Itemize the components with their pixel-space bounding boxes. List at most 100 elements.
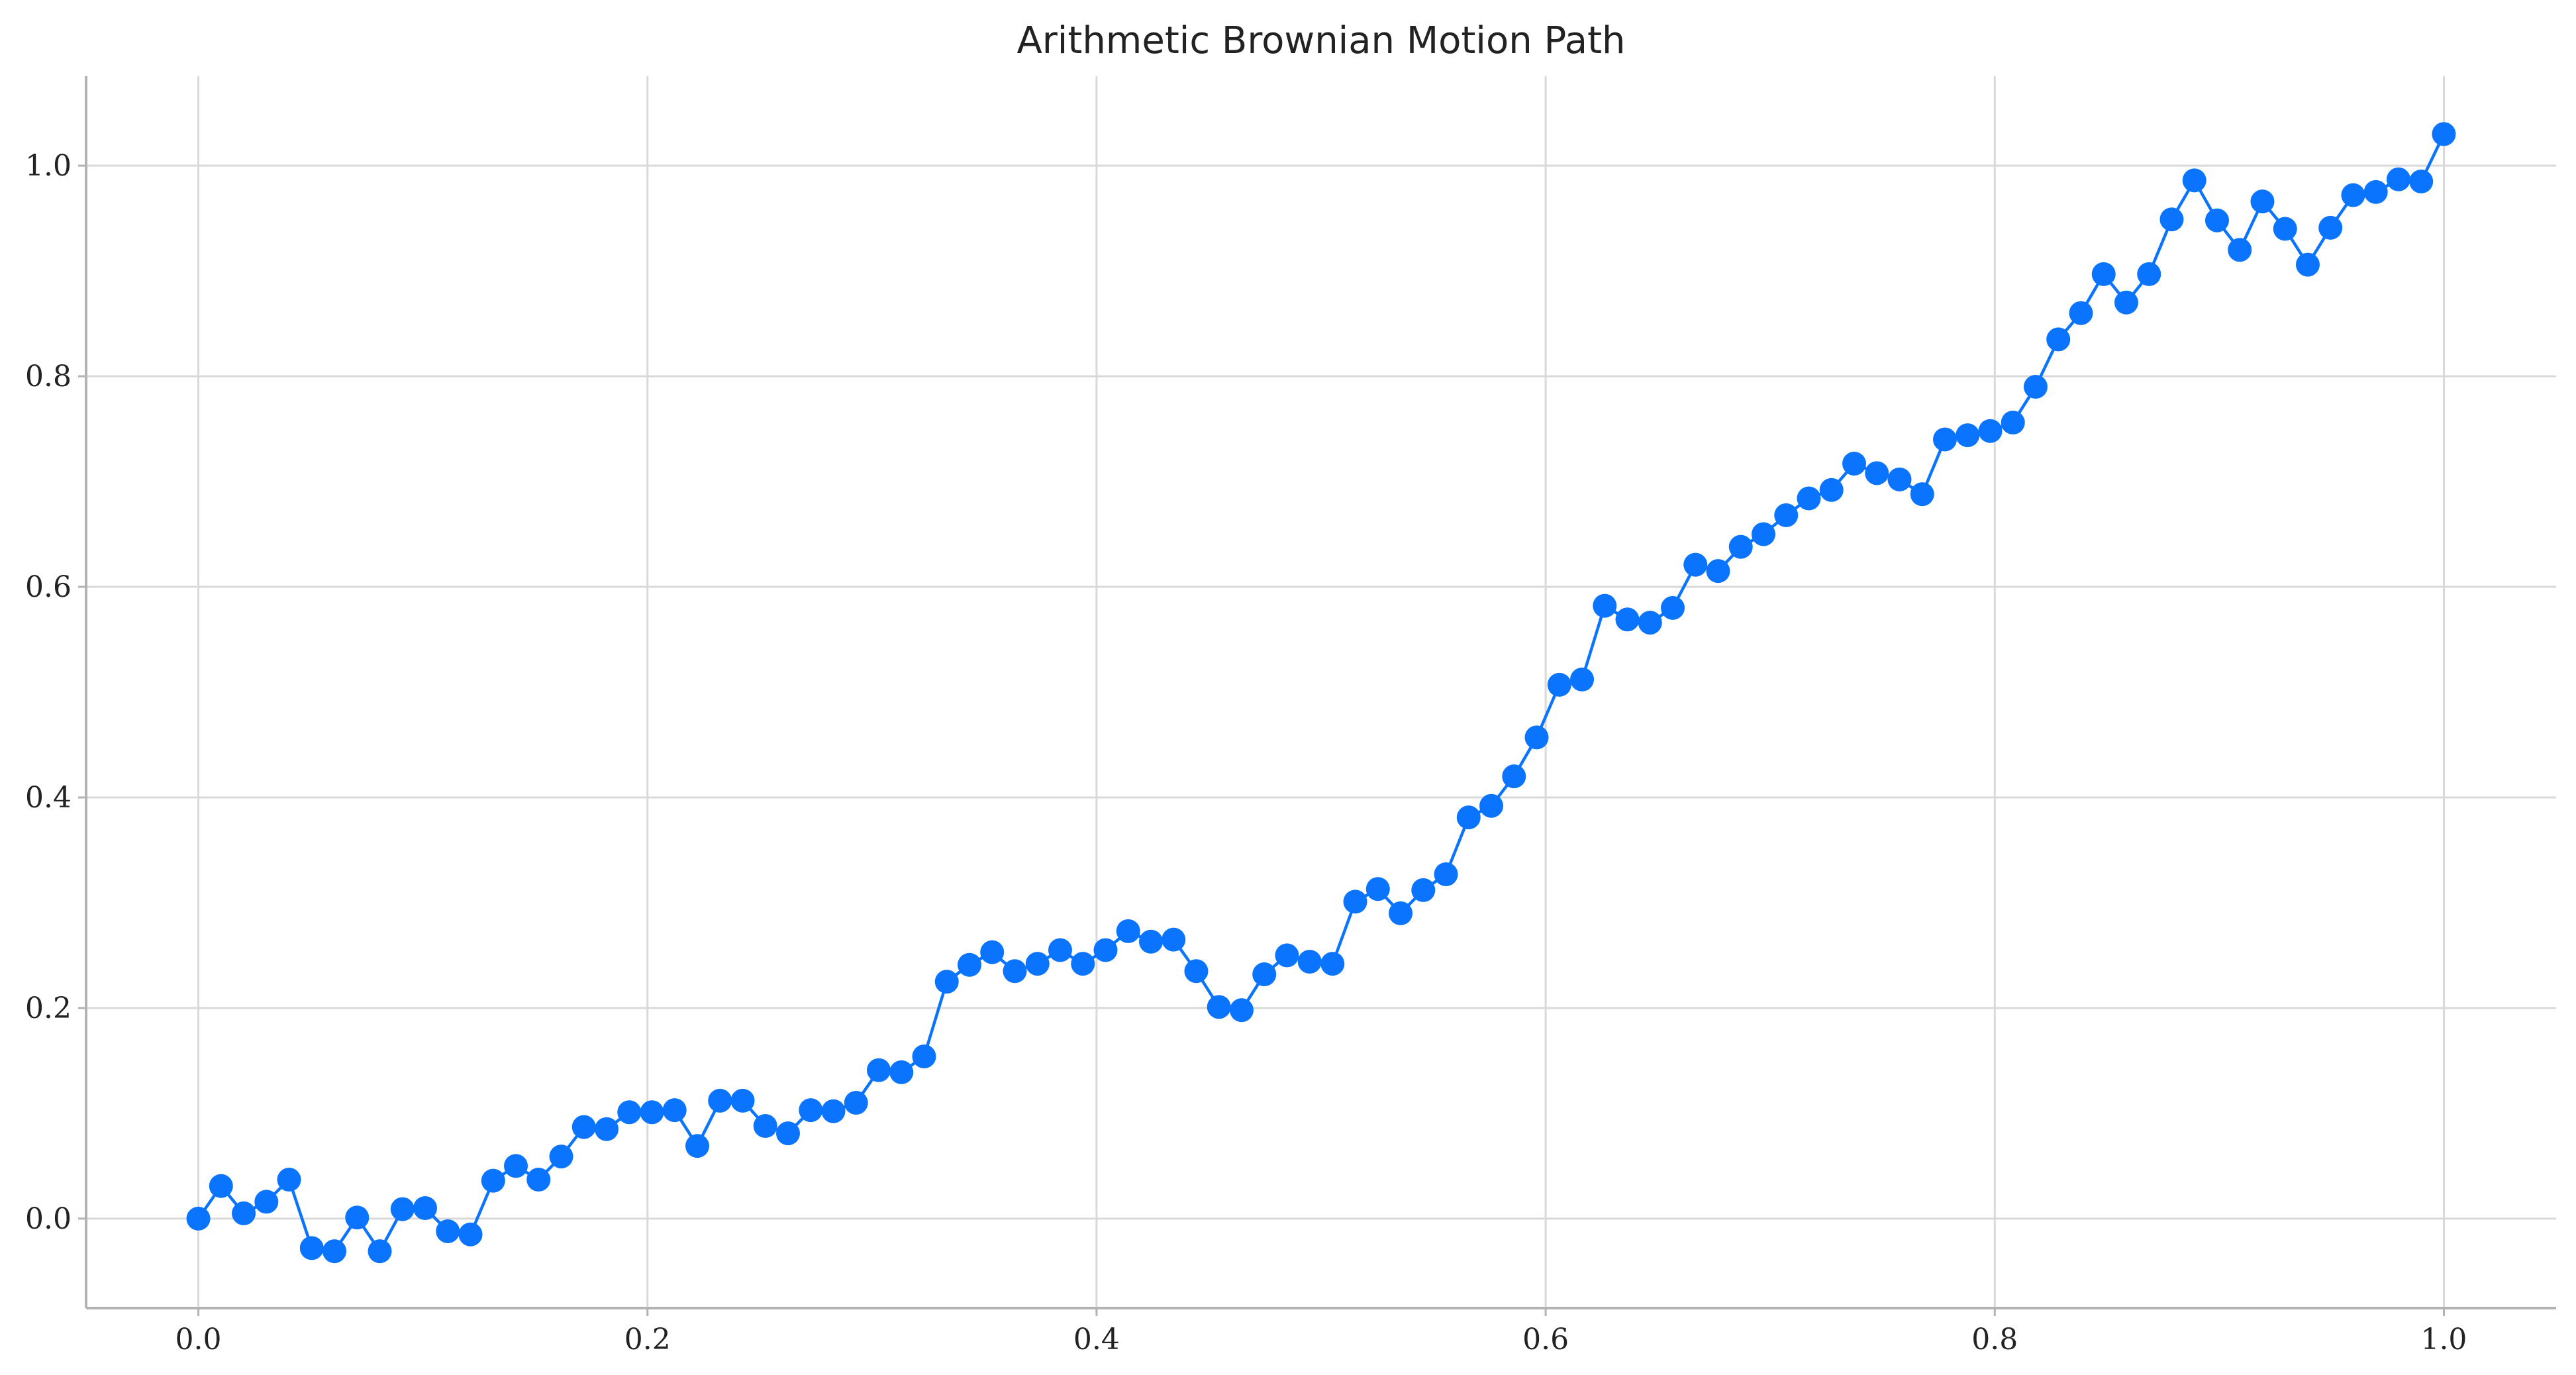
- data-point: [368, 1239, 392, 1264]
- data-point: [1978, 419, 2003, 443]
- x-axis-ticks: 0.0 0.2 0.4 0.6 0.8 1.0: [175, 1308, 2467, 1356]
- data-point: [980, 940, 1005, 964]
- data-point: [2137, 262, 2161, 286]
- data-point: [708, 1088, 732, 1113]
- data-point: [595, 1117, 619, 1141]
- data-point: [1252, 962, 1277, 987]
- data-point: [1071, 952, 1095, 976]
- data-point: [1728, 535, 1753, 559]
- data-point: [617, 1100, 642, 1125]
- series-line: [197, 133, 2446, 1253]
- data-point: [1365, 877, 1390, 901]
- data-point: [2432, 122, 2456, 146]
- data-point: [1502, 764, 1526, 789]
- grid-lines: [86, 76, 2556, 1308]
- data-point: [2295, 252, 2320, 277]
- data-point: [1229, 998, 1254, 1023]
- data-point: [481, 1168, 505, 1193]
- data-point: [1593, 593, 1617, 618]
- data-point: [912, 1044, 936, 1069]
- data-point: [685, 1134, 710, 1158]
- data-point: [1343, 890, 1367, 914]
- data-point: [232, 1201, 256, 1225]
- y-tick-label: 1.0: [25, 149, 72, 183]
- data-point: [1615, 607, 1640, 632]
- x-tick-label: 0.2: [624, 1323, 671, 1356]
- data-point: [2204, 208, 2229, 232]
- series-path: [197, 133, 2446, 1253]
- data-point: [2114, 290, 2138, 315]
- x-tick-label: 0.0: [175, 1323, 222, 1356]
- x-tick-label: 0.8: [1971, 1323, 2018, 1356]
- data-point: [1207, 995, 1231, 1019]
- data-point: [299, 1236, 324, 1260]
- data-point: [526, 1168, 551, 1192]
- data-point: [662, 1098, 687, 1123]
- data-point: [1956, 423, 1980, 448]
- data-point: [640, 1100, 664, 1125]
- data-point: [1932, 427, 1957, 452]
- data-point: [1797, 486, 1821, 511]
- x-tick-label: 0.6: [1522, 1323, 1569, 1356]
- data-point: [2182, 168, 2206, 193]
- data-point: [2341, 183, 2365, 207]
- data-point: [799, 1098, 823, 1123]
- data-point: [2023, 374, 2048, 399]
- data-point: [2069, 301, 2093, 325]
- data-point: [2409, 169, 2434, 193]
- data-point: [504, 1154, 528, 1178]
- data-point: [2091, 262, 2116, 286]
- data-point: [1547, 672, 1571, 697]
- data-point: [1479, 793, 1504, 818]
- data-point: [1752, 522, 1776, 546]
- data-point: [2250, 189, 2275, 214]
- data-point: [1910, 482, 1934, 507]
- data-point: [1320, 952, 1345, 976]
- data-point: [571, 1115, 596, 1139]
- axes: [85, 76, 2556, 1309]
- data-point: [1138, 929, 1163, 954]
- data-point: [1887, 467, 1912, 491]
- data-point: [2159, 207, 2184, 232]
- data-point: [1706, 559, 1730, 584]
- data-point: [1411, 878, 1436, 902]
- data-point: [413, 1196, 438, 1220]
- data-point: [1434, 862, 1458, 887]
- y-tick-label: 0.4: [25, 781, 72, 815]
- data-point: [2046, 327, 2071, 352]
- data-point: [1456, 805, 1481, 830]
- data-point: [345, 1205, 370, 1230]
- data-point: [1638, 611, 1662, 635]
- data-point: [1865, 461, 1889, 485]
- y-tick-label: 0.6: [25, 570, 72, 604]
- data-point: [1661, 595, 1685, 620]
- data-point: [1774, 503, 1799, 527]
- data-point: [1093, 938, 1118, 962]
- data-point: [753, 1113, 777, 1138]
- y-axis-ticks: 0.0 0.2 0.4 0.6 0.8 1.0: [25, 149, 86, 1236]
- data-point: [775, 1121, 800, 1146]
- data-point: [1297, 949, 1322, 974]
- data-point: [322, 1239, 347, 1264]
- data-point: [277, 1168, 301, 1192]
- data-point: [1570, 667, 1595, 691]
- data-point: [2386, 167, 2410, 191]
- data-point: [844, 1091, 868, 1115]
- data-point: [1389, 901, 1413, 925]
- data-point: [209, 1174, 233, 1198]
- data-point: [1842, 452, 1867, 476]
- data-point: [2318, 215, 2343, 240]
- data-point: [730, 1088, 755, 1113]
- data-point: [186, 1206, 211, 1231]
- data-point: [254, 1190, 279, 1214]
- data-point: [2228, 238, 2252, 262]
- data-point: [2001, 411, 2025, 435]
- data-point: [1003, 959, 1027, 984]
- data-point: [1048, 938, 1072, 962]
- y-tick-label: 0.2: [25, 992, 72, 1025]
- data-point: [1819, 478, 1844, 502]
- data-point: [889, 1060, 914, 1084]
- data-point: [390, 1197, 415, 1221]
